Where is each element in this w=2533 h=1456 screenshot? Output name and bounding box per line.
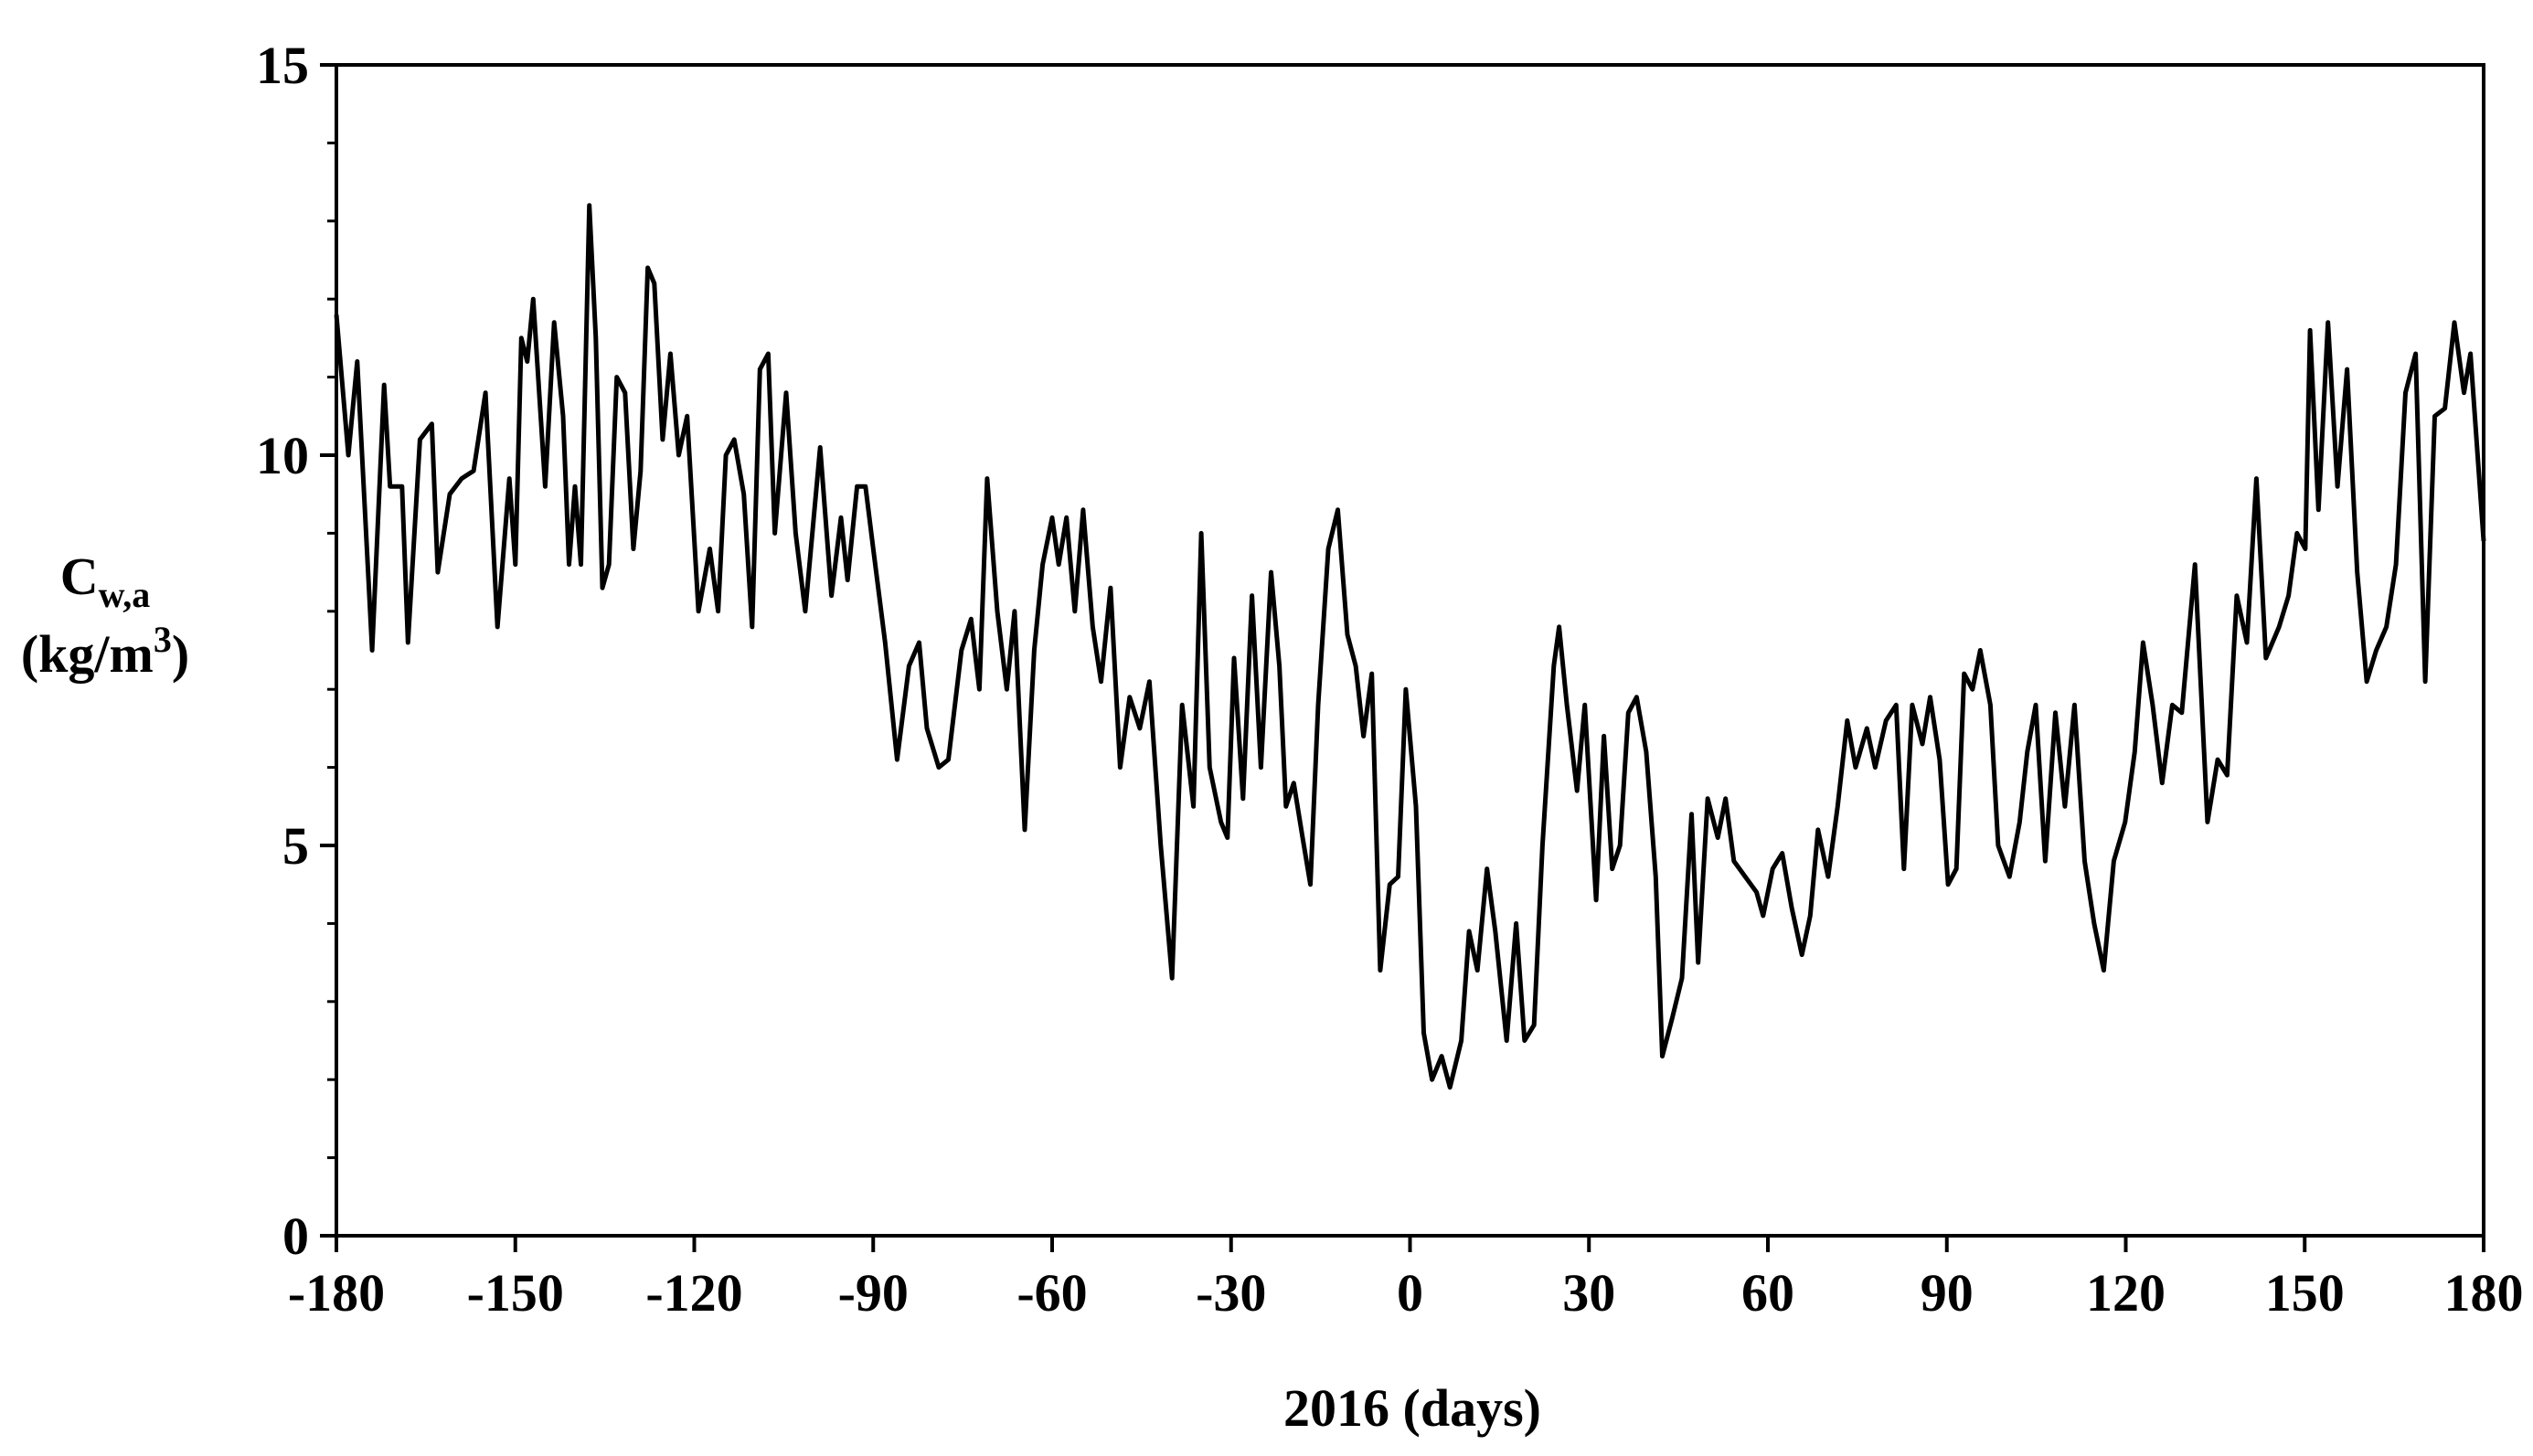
x-tick-label: 30	[1562, 1263, 1615, 1323]
x-tick-label: 60	[1741, 1263, 1794, 1323]
x-tick-label: -60	[1016, 1263, 1087, 1323]
x-axis-label: 2016 (days)	[1283, 1378, 1541, 1438]
y-axis-label: Cw,a	[60, 547, 151, 615]
y-tick-label: 10	[256, 426, 309, 485]
x-tick-label: 150	[2265, 1263, 2345, 1323]
x-tick-label: 180	[2444, 1263, 2524, 1323]
y-unit-main: (kg/m	[21, 624, 154, 684]
x-tick-label: 0	[1397, 1263, 1423, 1323]
x-tick-label: 120	[2086, 1263, 2166, 1323]
plot-frame	[335, 63, 2485, 1238]
y-unit-sup: 3	[154, 619, 172, 660]
x-tick-label: -30	[1196, 1263, 1266, 1323]
y-tick-label: 5	[282, 816, 309, 876]
x-tick-label: -120	[645, 1263, 742, 1323]
x-tick-label: -150	[467, 1263, 564, 1323]
y-unit-close: )	[172, 624, 189, 684]
y-tick-label: 0	[282, 1206, 309, 1266]
y-label-main: C	[60, 547, 99, 606]
x-tick-label: 90	[1921, 1263, 1974, 1323]
x-tick-label: -180	[288, 1263, 385, 1323]
y-tick-label: 15	[256, 36, 309, 95]
y-label-sub: w,a	[99, 574, 151, 615]
x-tick-label: -90	[838, 1263, 909, 1323]
y-axis-unit: (kg/m3)	[21, 619, 189, 684]
data-line	[334, 203, 2486, 1090]
